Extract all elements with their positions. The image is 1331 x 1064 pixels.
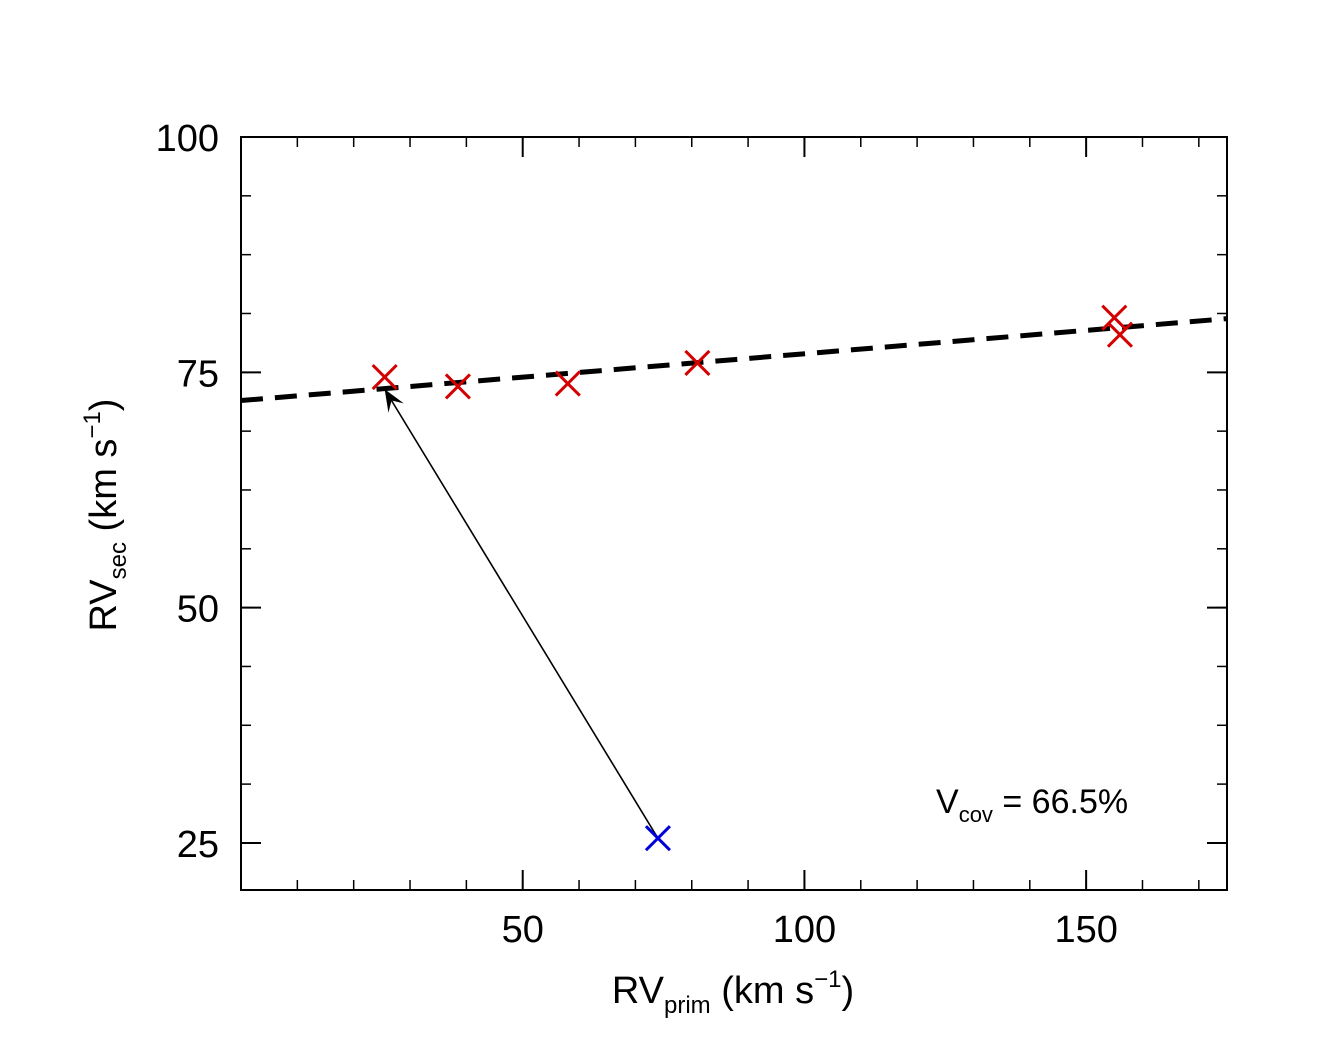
x-axis-title-main: RV: [612, 970, 665, 1012]
x-tick-label: 150: [1054, 909, 1117, 951]
observed-point-stroke-b: [684, 349, 711, 376]
x-axis-title-sub: prim: [664, 992, 711, 1019]
major-ticks: [241, 136, 1227, 890]
observed-point: [444, 373, 471, 400]
observed-point-stroke-b: [444, 373, 471, 400]
y-axis-title-sub: sec: [105, 542, 132, 579]
observed-point: [371, 363, 398, 391]
observed-point-stroke-b: [371, 363, 398, 391]
y-tick-label: 75: [177, 353, 219, 395]
observed-point: [1106, 321, 1134, 348]
x-tick-label: 100: [773, 909, 836, 951]
vcov-value: = 66.5%: [993, 783, 1128, 821]
arrow-shaft: [383, 388, 659, 839]
vcov-annotation: Vcov = 66.5%: [936, 783, 1128, 827]
y-tick-labels: 25 50 75 100: [156, 118, 219, 866]
x-axis-title-close: ): [841, 970, 854, 1012]
y-axis-title-units: (km s: [83, 439, 125, 542]
minor-ticks: [241, 137, 1227, 890]
x-tick-labels: 50 100 150: [502, 909, 1118, 951]
observed-point: [1101, 304, 1128, 331]
x-tick-label: 50: [502, 909, 544, 951]
plot-frame: [240, 136, 1228, 891]
reference-point: [644, 825, 671, 852]
y-tick-label: 50: [177, 589, 219, 631]
y-axis-title-sup: −1: [79, 411, 106, 438]
y-axis-title-main: RV: [83, 579, 125, 632]
y-axis-title: RVsec (km s−1): [79, 399, 132, 632]
observed-point: [554, 370, 581, 397]
arrow-layer: [383, 388, 659, 839]
y-tick-label: 100: [156, 118, 219, 160]
y-tick-label: 25: [177, 824, 219, 866]
vcov-main: V: [936, 783, 959, 821]
reference-point-stroke-b: [644, 825, 671, 852]
x-axis-title-units: (km s: [711, 970, 814, 1012]
points-layer: [371, 304, 1134, 852]
fit-layer: [240, 316, 1228, 404]
y-axis-title-close: ): [83, 399, 125, 412]
fit-line: [240, 316, 1228, 404]
arrow-head: [384, 389, 404, 413]
x-axis-title-sup: −1: [814, 966, 841, 993]
vcov-sub: cov: [959, 802, 993, 827]
x-axis-title: RVprim (km s−1): [612, 966, 854, 1019]
observed-point: [684, 349, 711, 376]
observed-point-stroke-b: [554, 370, 581, 397]
observed-point-stroke-b: [1106, 321, 1134, 348]
observed-point-stroke-b: [1101, 304, 1128, 331]
